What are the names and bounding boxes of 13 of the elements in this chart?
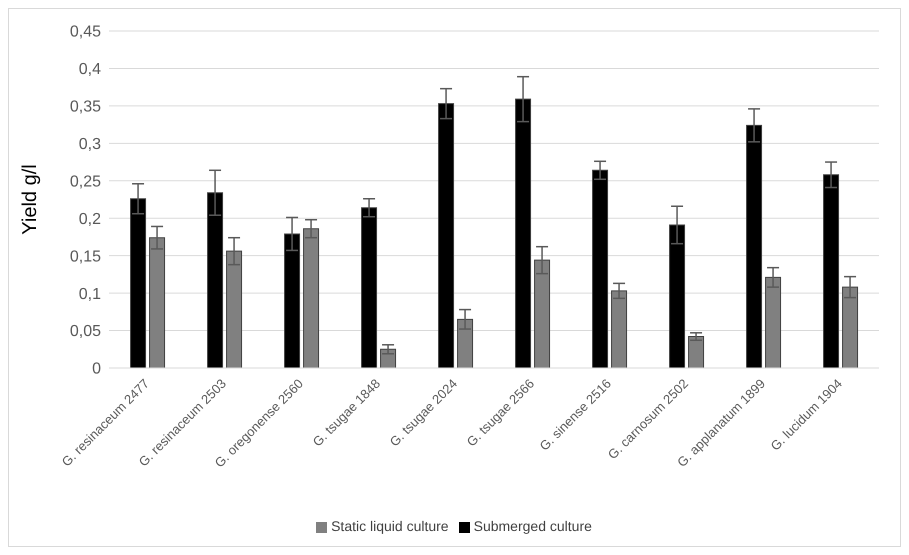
y-tick-label: 0,3 xyxy=(78,136,102,154)
y-tick-label: 0,05 xyxy=(70,323,102,340)
y-axis-title: Yield g/l xyxy=(19,164,42,235)
legend-label: Static liquid culture xyxy=(331,518,449,534)
y-tick-label: 0,35 xyxy=(70,98,102,116)
y-tick-label: 0 xyxy=(92,360,102,378)
y-tick-label: 0,15 xyxy=(70,248,102,266)
y-tick-label: 0,25 xyxy=(70,173,102,190)
y-tick-label: 0,2 xyxy=(78,210,102,228)
legend-label: Submerged culture xyxy=(474,518,592,534)
y-tick-label: 0,45 xyxy=(70,24,102,41)
y-tick-label: 0,1 xyxy=(78,286,102,303)
y-tick-label: 0,4 xyxy=(78,61,102,78)
